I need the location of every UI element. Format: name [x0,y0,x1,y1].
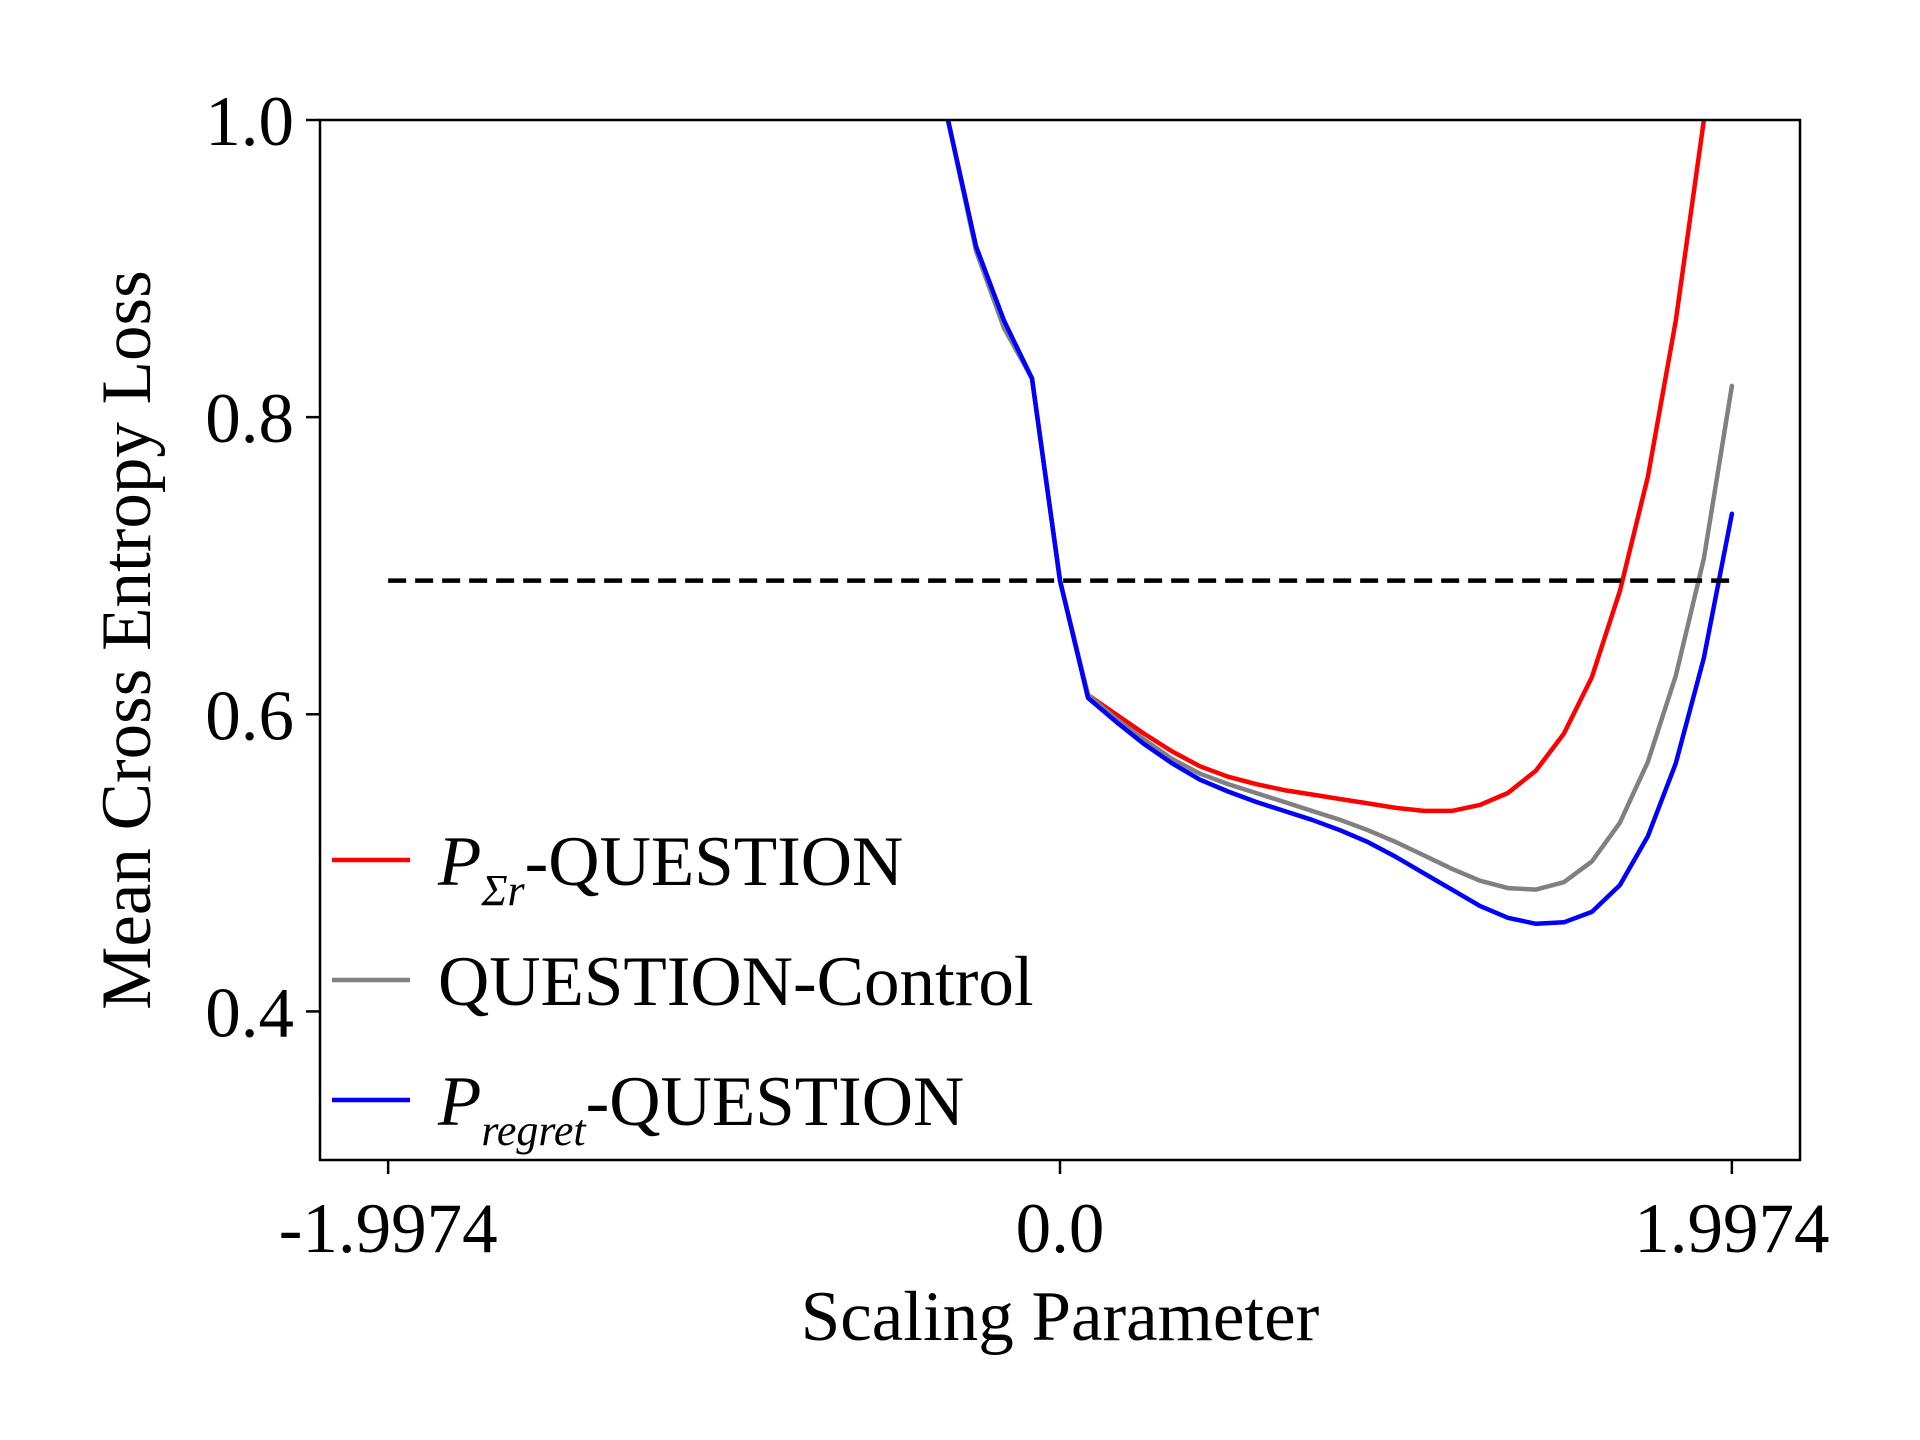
ticks-group: -1.9974 0.0 1.9974 0.4 0.6 0.8 1.0 [205,83,1829,1268]
series-line-2 [945,120,1735,927]
x-tick-label: 1.9974 [1634,1190,1829,1268]
legend-label-1: QUESTION-Control [438,943,1034,1021]
x-axis-label: Scaling Parameter [801,1278,1320,1356]
x-tick-label: 0.0 [1016,1190,1105,1268]
y-tick-label: 1.0 [205,83,294,161]
x-tick-label: -1.9974 [279,1190,498,1268]
series-line-1 [945,120,1735,892]
legend-label-2: Pregret-QUESTION [437,1063,964,1155]
y-tick-label: 0.6 [205,677,294,755]
y-tick-label: 0.4 [205,974,294,1052]
series-group [945,120,1735,927]
legend-label-0: PΣr-QUESTION [437,823,903,915]
y-tick-label: 0.8 [205,380,294,458]
legend: PΣr-QUESTION QUESTION-Control Pregret-QUES… [332,823,1034,1155]
series-line-0 [945,120,1707,814]
y-axis-label: Mean Cross Entropy Loss [88,270,166,1010]
